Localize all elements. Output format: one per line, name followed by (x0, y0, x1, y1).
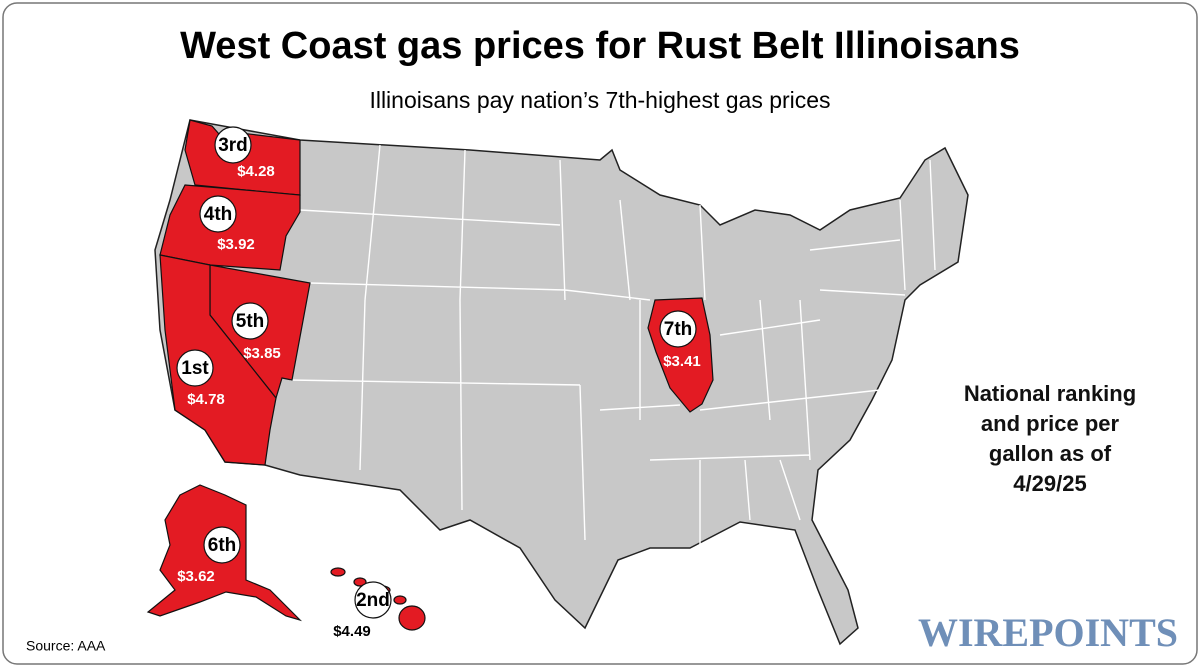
subtitle: Illinoisans pay nation’s 7th-highest gas… (369, 87, 830, 113)
title: West Coast gas prices for Rust Belt Illi… (180, 25, 1020, 67)
state-borders (289, 144, 936, 545)
label-nv: 5th $3.85 (231, 302, 281, 362)
label-il: 7th $3.41 (659, 310, 701, 370)
label-hi: 2nd $4.49 (333, 581, 392, 640)
price: $4.78 (187, 391, 225, 408)
label-ca: 1st $4.78 (176, 349, 225, 408)
label-or: 4th $3.92 (199, 195, 255, 253)
note-line: and price per (981, 411, 1120, 436)
price: $4.28 (237, 163, 275, 180)
price: $3.62 (177, 568, 215, 585)
source: Source: AAA (26, 638, 106, 654)
rank: 4th (204, 204, 233, 225)
label-wa: 3rd $4.28 (214, 126, 275, 180)
price: $4.49 (333, 623, 371, 640)
california (159, 254, 277, 466)
price: $3.85 (243, 345, 281, 362)
note-line: National ranking (964, 381, 1136, 406)
note-line: gallon as of (989, 441, 1112, 466)
rank: 1st (181, 358, 209, 379)
rank: 7th (664, 319, 693, 340)
rank: 3rd (218, 135, 248, 156)
rank: 5th (236, 311, 265, 332)
label-ak: 6th $3.62 (177, 526, 241, 585)
rank: 6th (208, 535, 237, 556)
brand: WIREPOINTS (918, 610, 1178, 655)
rank: 2nd (356, 590, 390, 611)
note-line: 4/29/25 (1013, 471, 1086, 496)
price: $3.92 (217, 236, 255, 253)
price: $3.41 (663, 353, 701, 370)
us-map (154, 119, 969, 646)
